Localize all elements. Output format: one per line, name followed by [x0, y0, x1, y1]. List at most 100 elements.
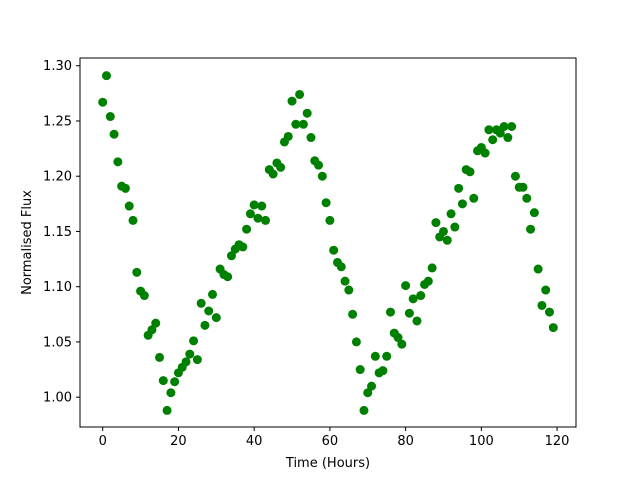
data-point — [465, 167, 475, 177]
data-point — [155, 352, 165, 362]
data-points — [98, 71, 558, 415]
data-point — [170, 377, 180, 387]
data-point — [393, 333, 403, 343]
x-tick-label: 0 — [99, 434, 107, 449]
data-point — [507, 121, 517, 131]
y-tick-label: 1.20 — [43, 170, 72, 185]
data-point — [522, 193, 532, 203]
data-point — [302, 108, 312, 118]
data-point — [401, 281, 411, 291]
data-point — [109, 129, 119, 139]
data-point — [223, 272, 233, 282]
data-point — [200, 320, 210, 330]
data-point — [166, 388, 176, 398]
data-point — [382, 351, 392, 361]
data-point — [158, 376, 168, 386]
plot-area-frame — [79, 57, 577, 428]
data-point — [480, 148, 490, 158]
data-point — [321, 198, 331, 208]
data-point — [291, 119, 301, 129]
data-point — [529, 208, 539, 218]
data-point — [242, 224, 252, 234]
data-point — [484, 125, 494, 135]
data-point — [325, 215, 335, 225]
data-point — [488, 135, 498, 145]
data-point — [510, 171, 520, 181]
data-point — [344, 285, 354, 295]
data-point — [404, 308, 414, 318]
y-tick-label: 1.05 — [43, 335, 72, 350]
data-point — [446, 209, 456, 219]
data-point — [457, 199, 467, 209]
data-point — [348, 309, 358, 319]
data-point — [185, 349, 195, 359]
data-point — [533, 264, 543, 274]
data-point — [151, 318, 161, 328]
data-point — [454, 183, 464, 193]
data-point — [427, 263, 437, 273]
data-point — [397, 339, 407, 349]
data-point — [226, 251, 236, 261]
y-tick-label: 1.10 — [43, 280, 72, 295]
x-axis-ticks: 0 20 40 60 80 100 120 — [99, 427, 570, 449]
x-tick-label: 20 — [170, 434, 187, 449]
data-point — [544, 307, 554, 317]
data-point — [124, 201, 134, 211]
data-point — [283, 131, 293, 141]
data-point — [423, 276, 433, 286]
data-point — [189, 336, 199, 346]
x-tick-label: 100 — [469, 434, 494, 449]
data-point — [298, 119, 308, 129]
y-tick-label: 1.15 — [43, 225, 72, 240]
data-point — [113, 157, 123, 167]
y-axis-ticks: 1.00 1.05 1.10 1.15 1.20 1.25 1.30 — [43, 59, 80, 406]
data-point — [503, 133, 513, 143]
data-point — [192, 355, 202, 365]
data-point — [139, 291, 149, 301]
data-point — [132, 267, 142, 277]
data-point — [378, 366, 388, 376]
data-point — [98, 97, 108, 107]
data-point — [541, 285, 551, 295]
data-point — [442, 235, 452, 245]
data-point — [120, 183, 130, 193]
data-point — [196, 298, 206, 308]
data-point — [336, 262, 346, 272]
data-point — [162, 405, 172, 415]
data-point — [416, 291, 426, 301]
data-point — [537, 300, 547, 310]
data-point — [370, 351, 380, 361]
data-point — [105, 112, 115, 122]
data-point — [287, 96, 297, 106]
data-point — [469, 193, 479, 203]
data-point — [518, 182, 528, 192]
data-point — [450, 222, 460, 232]
data-point — [495, 128, 505, 138]
data-point — [526, 224, 536, 234]
data-point — [351, 337, 361, 347]
data-point — [317, 171, 327, 181]
data-point — [408, 294, 418, 304]
data-point — [261, 215, 271, 225]
data-point — [355, 365, 365, 375]
data-point — [268, 169, 278, 179]
x-axis-label: Time (Hours) — [285, 456, 370, 471]
data-point — [208, 289, 218, 299]
data-point — [438, 226, 448, 236]
data-point — [385, 307, 395, 317]
data-point — [340, 276, 350, 286]
y-tick-label: 1.00 — [43, 391, 72, 406]
x-tick-label: 40 — [246, 434, 263, 449]
data-point — [253, 213, 263, 223]
data-point — [548, 323, 558, 333]
data-point — [204, 306, 214, 316]
data-point — [367, 381, 377, 391]
x-tick-label: 120 — [545, 434, 570, 449]
y-tick-label: 1.25 — [43, 114, 72, 129]
data-point — [257, 201, 267, 211]
data-point — [249, 200, 259, 210]
data-point — [431, 218, 441, 228]
data-point — [276, 162, 286, 172]
data-point — [245, 209, 255, 219]
